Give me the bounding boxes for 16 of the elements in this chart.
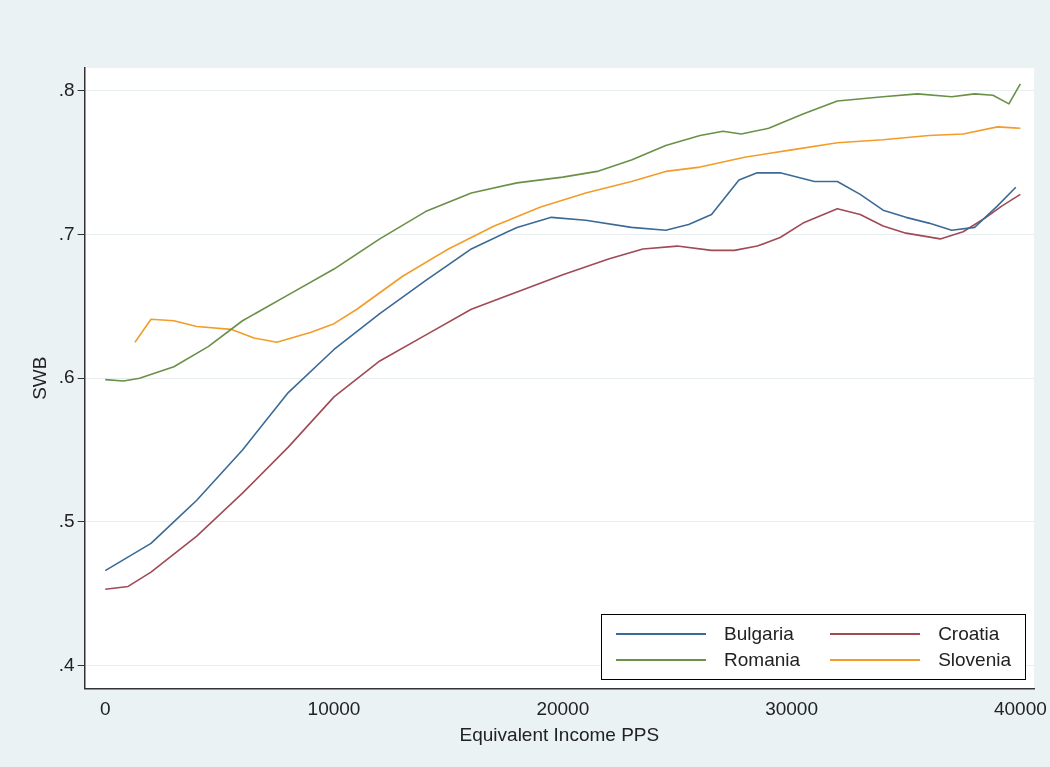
y-tick-label: .7 xyxy=(58,222,75,244)
x-tick-label: 10000 xyxy=(307,698,361,720)
x-tick-label: 30000 xyxy=(765,698,819,720)
legend-label: Bulgaria xyxy=(724,623,794,646)
y-tick-label: .6 xyxy=(58,366,75,388)
legend-label: Slovenia xyxy=(938,649,1012,672)
x-tick-label: 40000 xyxy=(993,698,1047,720)
y-tick-label: .4 xyxy=(58,653,76,675)
x-tick-label: 20000 xyxy=(536,698,590,720)
legend-label: Romania xyxy=(724,649,801,672)
y-tick-label: .8 xyxy=(58,79,75,101)
x-tick-label: 0 xyxy=(99,698,111,720)
x-axis-title: Equivalent Income PPS xyxy=(459,723,660,745)
y-axis-title: SWB xyxy=(28,356,50,400)
y-tick-label: .5 xyxy=(58,510,75,532)
legend-label: Croatia xyxy=(938,623,1000,646)
